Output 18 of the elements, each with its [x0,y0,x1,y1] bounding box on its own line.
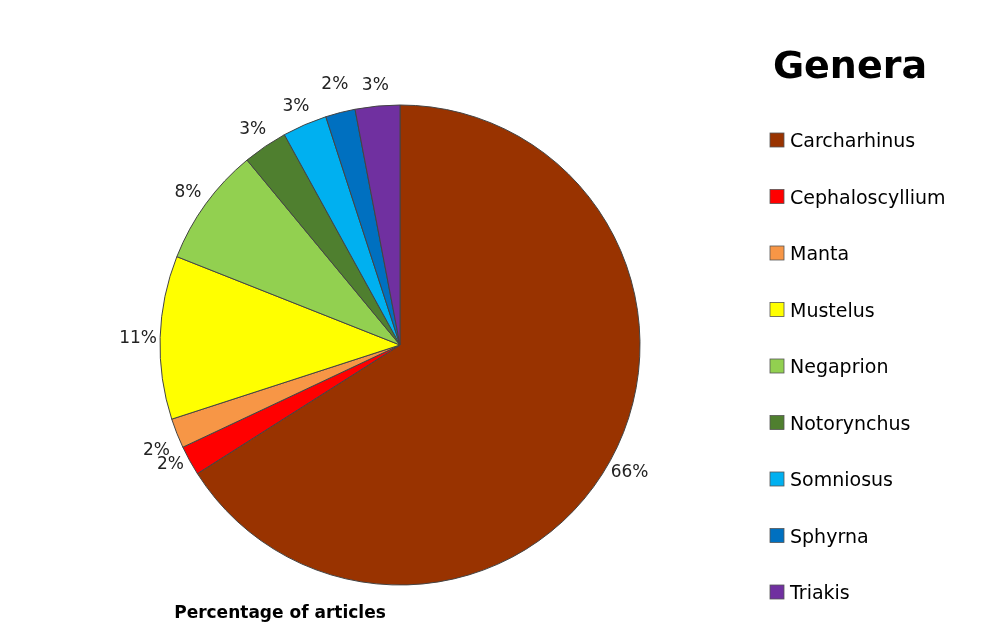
legend-label: Manta [790,242,850,264]
legend-label: Sphyrna [790,524,869,547]
legend-label: Notorynchus [790,411,911,434]
data-label: 3% [282,94,310,115]
text: Percentage of articles [174,602,386,622]
legend-label: Triakis [789,581,850,603]
legend-label: Negaprion [790,355,889,377]
legend-label: Cephaloscyllium [790,185,946,208]
data-label: 3% [361,74,389,95]
legend-label: Mustelus [790,298,875,321]
data-label: 66% [610,461,649,482]
legend-label: Somniosus [790,468,893,490]
data-label: 2% [321,73,349,94]
data-label: 3% [239,118,267,139]
data-label: 8% [174,181,202,201]
legend-label: Carcharhinus [790,129,916,151]
legend-title: Genera [772,43,928,87]
data-label: 11% [119,326,158,347]
